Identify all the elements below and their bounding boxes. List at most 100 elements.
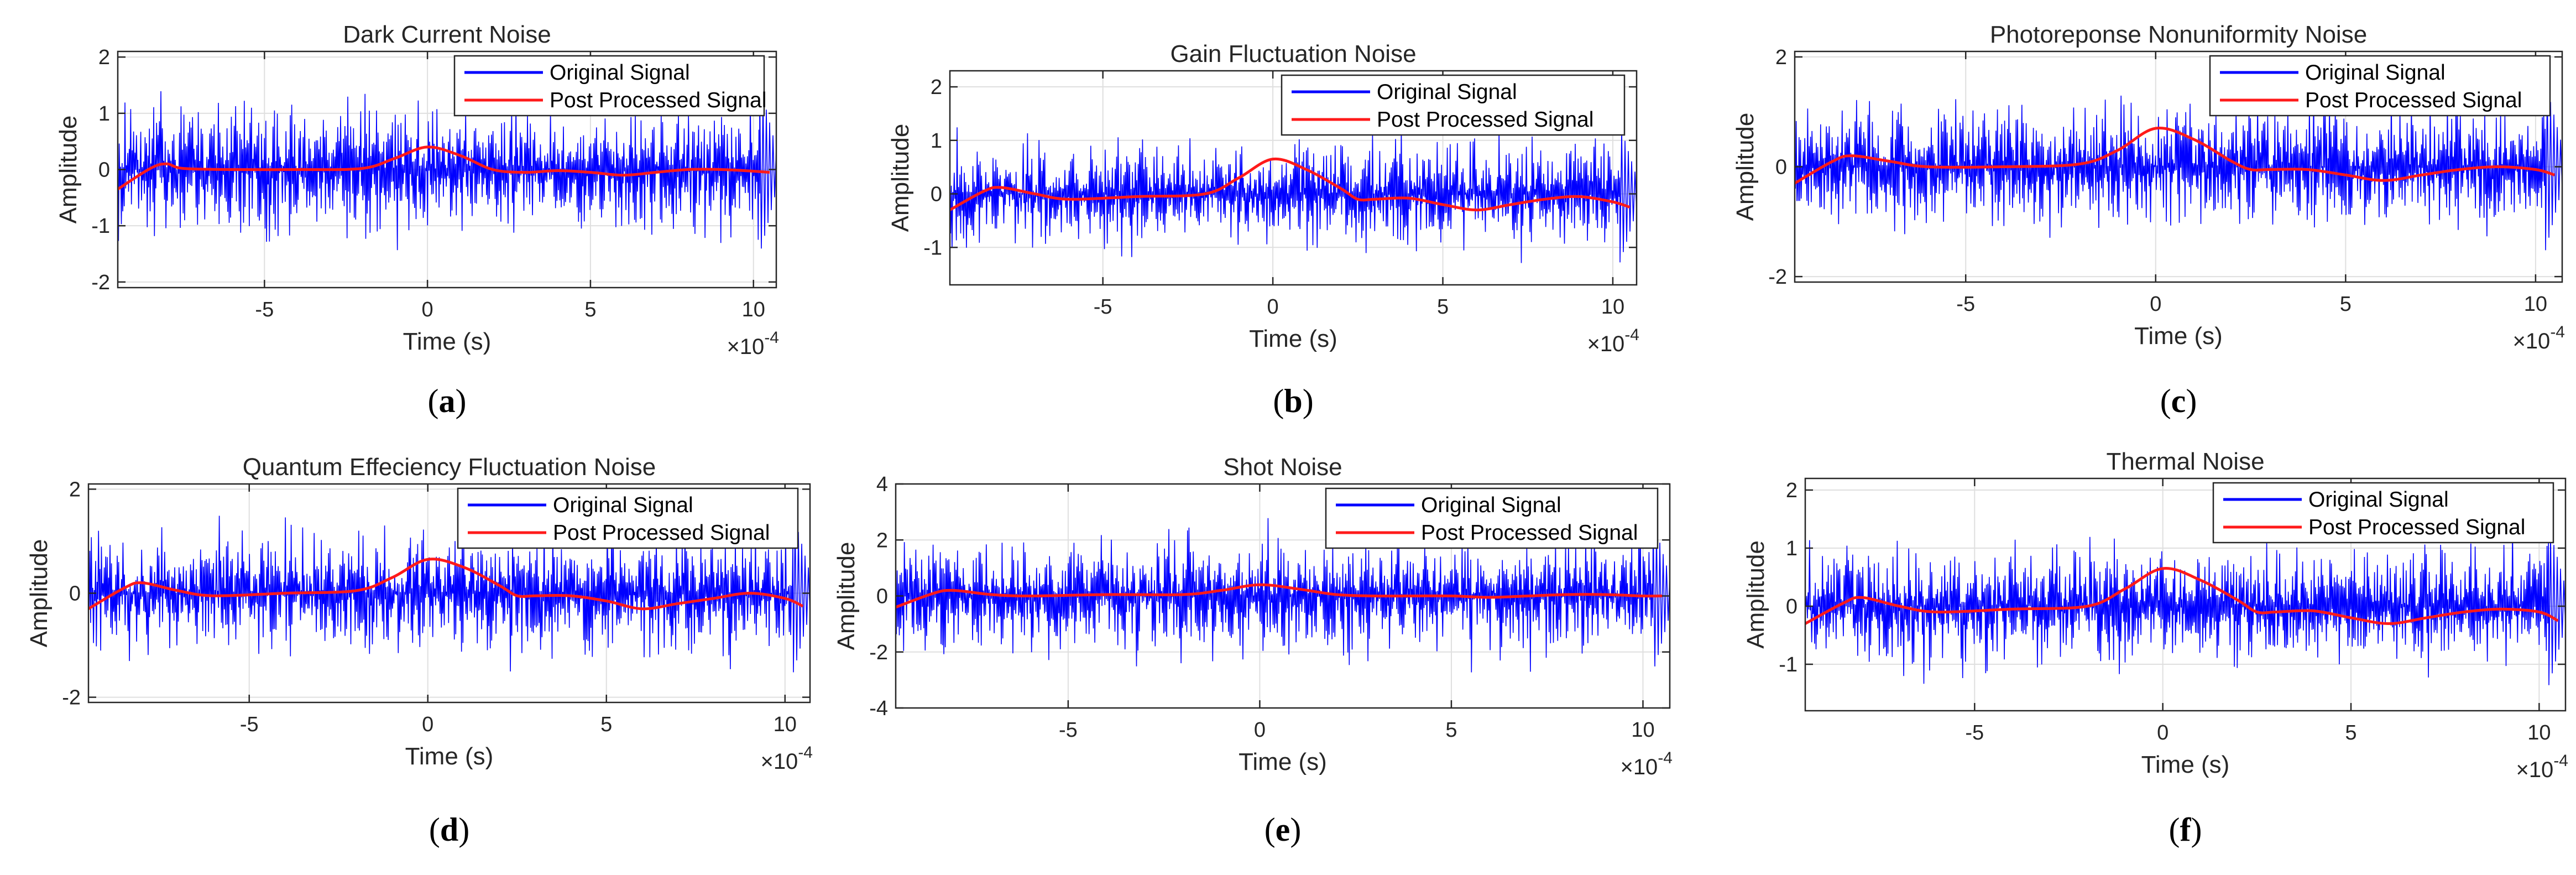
panel-e: -5 0 5 10 -4 -2 0 2 4 Shot Noise Time (s) Amplitude… <box>833 454 1673 848</box>
legend-label-original: Original Signal <box>2308 488 2449 512</box>
x-tick-label: 5 <box>1445 718 1457 742</box>
x-tick-label: 10 <box>2524 293 2547 316</box>
legend-label-original: Original Signal <box>1377 80 1517 104</box>
y-axis-label: Amplitude <box>55 116 82 224</box>
y-tick-label: -2 <box>91 271 110 294</box>
post-processed-signal-line <box>1795 126 2556 185</box>
x-tick-label: 10 <box>1601 295 1624 319</box>
panel-label: (e) <box>1265 811 1302 848</box>
x-axis-label: Time (s) <box>1239 748 1327 775</box>
x-tick-label: 5 <box>2345 721 2356 744</box>
original-signal-line <box>1805 527 2565 685</box>
chart-title: Photoreponse Nonuniformity Noise <box>1990 21 2367 48</box>
y-axis-label: Amplitude <box>25 539 53 648</box>
y-tick-label: 1 <box>98 102 110 126</box>
chart-title: Thermal Noise <box>2106 448 2264 475</box>
y-tick-label: 4 <box>876 473 888 496</box>
legend-label-original: Original Signal <box>2305 61 2446 85</box>
x-axis-label: Time (s) <box>1249 325 1337 352</box>
legend: Original Signal Post Processed Signal <box>453 55 766 117</box>
y-tick-label: 0 <box>931 183 942 206</box>
legend-label-original: Original Signal <box>550 61 690 85</box>
x-exponent-label: ×10-4 <box>760 743 813 774</box>
panel-f: -5 0 5 10 -1 0 1 2 Thermal Noise Time (s) Amplitud… <box>1742 448 2568 848</box>
x-tick-label: 5 <box>1437 295 1449 319</box>
y-tick-label: 1 <box>1786 537 1798 560</box>
chart-title: Shot Noise <box>1223 454 1342 481</box>
x-exponent-label: ×10-4 <box>2516 752 2568 782</box>
legend-box <box>2209 55 2551 117</box>
x-axis-label: Time (s) <box>403 328 492 355</box>
legend-box <box>1281 74 1626 136</box>
x-tick-label: 10 <box>2527 721 2551 744</box>
y-tick-label: 0 <box>876 585 888 608</box>
x-tick-label: 0 <box>2157 721 2169 744</box>
y-axis-label: Amplitude <box>833 542 860 650</box>
y-tick-label: -1 <box>923 236 942 259</box>
legend: Original Signal Post Processed Signal <box>1325 487 1659 549</box>
legend-label-processed: Post Processed Signal <box>2305 88 2522 112</box>
x-tick-label: 5 <box>584 298 596 321</box>
panel-label: (c) <box>2160 383 2197 419</box>
y-tick-label: 0 <box>98 159 110 182</box>
panel-label: (b) <box>1273 383 1313 419</box>
x-tick-label: -5 <box>1956 293 1975 316</box>
legend-label-original: Original Signal <box>553 493 693 517</box>
legend-label-processed: Post Processed Signal <box>553 521 770 545</box>
y-tick-label: 0 <box>69 582 81 606</box>
y-tick-label: 2 <box>931 76 942 99</box>
chart-title: Dark Current Noise <box>343 21 551 48</box>
legend-label-original: Original Signal <box>1421 493 1561 517</box>
x-tick-label: 0 <box>2150 293 2161 316</box>
legend: Original Signal Post Processed Signal <box>457 487 799 549</box>
panel-label: (d) <box>429 811 469 848</box>
y-tick-label: 0 <box>1775 156 1787 179</box>
y-tick-label: 2 <box>98 46 110 69</box>
y-tick-label: 2 <box>876 529 888 552</box>
legend-label-processed: Post Processed Signal <box>2308 515 2525 539</box>
x-axis-label: Time (s) <box>2141 751 2230 778</box>
panel-label: (a) <box>428 383 467 419</box>
x-exponent-label: ×10-4 <box>1620 749 1673 779</box>
post-processed-signal-line <box>896 583 1663 609</box>
x-tick-label: 10 <box>1631 718 1654 742</box>
y-tick-label: 2 <box>1786 479 1798 502</box>
legend-label-processed: Post Processed Signal <box>1377 108 1593 132</box>
x-tick-label: 0 <box>422 298 433 321</box>
x-tick-label: 10 <box>774 713 797 736</box>
axes-box <box>949 70 1638 286</box>
y-tick-label: 1 <box>931 129 942 153</box>
y-tick-label: 2 <box>1775 46 1787 69</box>
x-tick-label: 0 <box>422 713 433 736</box>
legend-box <box>2212 482 2554 544</box>
legend-label-processed: Post Processed Signal <box>1421 521 1638 545</box>
x-axis-label: Time (s) <box>2134 322 2223 350</box>
legend: Original Signal Post Processed Signal <box>2209 55 2551 117</box>
x-exponent-label: ×10-4 <box>727 329 779 359</box>
x-tick-label: -5 <box>1965 721 1984 744</box>
x-axis-label: Time (s) <box>405 743 494 770</box>
chart-title: Gain Fluctuation Noise <box>1170 40 1416 67</box>
panel-d: -5 0 5 10 -2 0 2 Quantum Effeciency Fluctuation… <box>25 454 813 848</box>
legend-box <box>453 55 765 117</box>
y-axis-label: Amplitude <box>1732 113 1759 221</box>
y-tick-label: -1 <box>91 215 110 238</box>
chart-title: Quantum Effeciency Fluctuation Noise <box>243 454 656 481</box>
axes-box <box>1804 477 2567 712</box>
x-exponent-label: ×10-4 <box>2512 323 2565 353</box>
y-axis-label: Amplitude <box>887 124 914 232</box>
x-tick-label: 0 <box>1267 295 1279 319</box>
x-tick-label: 5 <box>2340 293 2352 316</box>
legend-box <box>457 487 799 549</box>
x-tick-label: 0 <box>1254 718 1266 742</box>
y-tick-label: -2 <box>62 686 81 710</box>
legend: Original Signal Post Processed Signal <box>1281 74 1626 136</box>
y-tick-label: 2 <box>69 478 81 501</box>
legend-box <box>1325 487 1659 549</box>
x-tick-label: -5 <box>1059 718 1078 742</box>
legend: Original Signal Post Processed Signal <box>2212 482 2554 544</box>
x-tick-label: 5 <box>600 713 612 736</box>
y-tick-label: -2 <box>1768 265 1787 289</box>
y-tick-label: 0 <box>1786 595 1798 618</box>
original-signal-line <box>896 518 1670 673</box>
